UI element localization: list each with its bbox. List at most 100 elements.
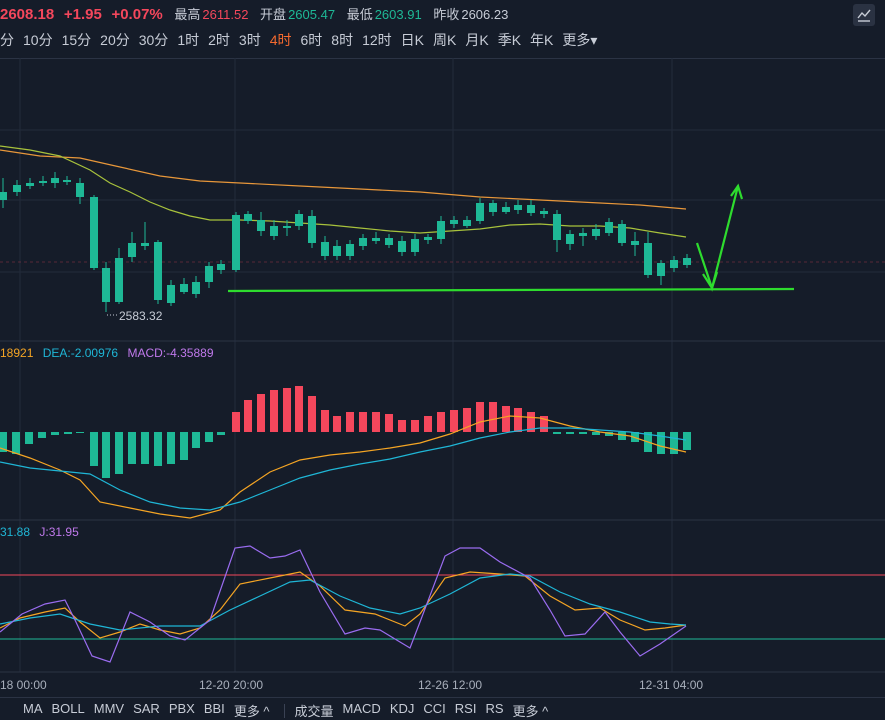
candle-body [0, 192, 7, 200]
period-tab[interactable]: 日K [400, 32, 425, 48]
macd-bar [553, 432, 561, 434]
macd-bar [51, 432, 59, 435]
period-tab[interactable]: 12时 [362, 32, 392, 48]
candle-body [618, 224, 626, 243]
period-tab[interactable]: 3时 [238, 32, 261, 48]
period-tab[interactable]: 4时 [269, 32, 292, 48]
indicator-tab[interactable]: SAR [133, 701, 160, 716]
macd-bar [476, 402, 484, 432]
indicator-tab[interactable]: 更多 ^ [233, 704, 270, 719]
candle-body [115, 258, 123, 302]
indicator-tab[interactable]: PBX [168, 701, 195, 716]
quote-summary: 2608.18 +1.95 +0.07% 最高 2611.52 开盘 2605.47… [0, 4, 508, 23]
low-label: 最低 [346, 7, 373, 22]
candle-body [527, 205, 535, 213]
macd-dea-line [0, 427, 687, 511]
indicator-tab[interactable]: MMV [93, 701, 125, 716]
candle-body [180, 284, 188, 292]
indicator-tab[interactable]: BOLL [51, 701, 85, 716]
candle-body [63, 180, 71, 182]
macd-dif-value: 18921 [0, 346, 34, 360]
indicator-tab[interactable]: MA [23, 701, 43, 716]
chart-settings-button[interactable] [853, 4, 875, 26]
indicator-tab[interactable]: BBI [203, 701, 225, 716]
period-tab[interactable]: 年K [530, 32, 554, 48]
macd-bar [359, 412, 367, 432]
macd-bar [670, 432, 678, 454]
candle-body [192, 282, 200, 294]
indicator-tab[interactable]: KDJ [389, 701, 415, 716]
macd-bar [631, 432, 639, 442]
x-axis-label: 12-26 12:00 [418, 678, 483, 692]
open-value: 2605.47 [288, 7, 336, 22]
macd-bar [346, 412, 354, 432]
macd-bar [128, 432, 136, 464]
period-tab[interactable]: 10分 [23, 32, 53, 48]
indicator-tab[interactable]: 更多 ^ [512, 704, 549, 719]
period-tab[interactable]: 30分 [138, 32, 169, 48]
candle-body [605, 222, 613, 233]
kdj-legend: 31.88 J:31.95 [0, 525, 79, 539]
period-tab[interactable]: 更多▾ [562, 32, 598, 48]
period-tab[interactable]: 2时 [208, 32, 230, 48]
period-tab[interactable]: 1时 [177, 32, 200, 48]
candle-body [51, 178, 59, 183]
candle-body [283, 226, 291, 228]
divider [0, 58, 885, 59]
macd-bar [605, 432, 613, 436]
candle-body [592, 229, 600, 236]
macd-bar [463, 408, 471, 432]
period-tab[interactable]: 周K [433, 32, 457, 48]
indicator-tab[interactable]: RSI [454, 701, 477, 716]
macd-bar [205, 432, 213, 442]
candle-body [205, 266, 213, 282]
period-tab[interactable]: 8时 [331, 32, 354, 48]
candles [0, 172, 691, 312]
macd-bar [0, 432, 7, 452]
candle-body [644, 243, 652, 275]
indicator-tab[interactable]: 成交量 [294, 704, 334, 719]
period-tab[interactable]: 月K [465, 32, 489, 48]
macd-bar [76, 432, 84, 433]
macd-bar [398, 420, 406, 432]
last-price: 2608.18 [0, 6, 55, 23]
macd-bar [321, 410, 329, 432]
indicator-tab[interactable]: CCI [423, 701, 446, 716]
prev-close-label: 昨收 [433, 7, 460, 22]
candle-body [217, 264, 225, 270]
macd-bar [540, 416, 548, 432]
support-line [227, 287, 795, 293]
quote-bar: 2608.18 +1.95 +0.07% 最高 2611.52 开盘 2605.47… [0, 0, 885, 28]
candle-body [540, 211, 548, 214]
low-value: 2603.91 [374, 7, 422, 22]
indicator-bar: MA BOLL MMV SAR PBX BBI 更多 ^ 成交量 MACD KDJ CCI RSI R… [0, 701, 885, 720]
candle-body [463, 220, 471, 226]
candle-body [333, 246, 341, 256]
candle-body [128, 243, 136, 257]
candle-body [553, 214, 561, 240]
candle-body [631, 241, 639, 245]
period-tab[interactable]: 分 [0, 32, 14, 48]
macd-bar [566, 432, 574, 434]
macd-bar [64, 432, 72, 434]
open-label: 开盘 [260, 7, 287, 22]
period-tab[interactable]: 6时 [300, 32, 323, 48]
period-tab[interactable]: 15分 [61, 32, 92, 48]
macd-bar [295, 386, 303, 432]
period-tab[interactable]: 季K [497, 32, 522, 48]
main-indicator-tabs: MA BOLL MMV SAR PBX BBI 更多 ^ [14, 701, 270, 720]
period-tab[interactable]: 20分 [100, 32, 130, 48]
macd-bar [232, 412, 240, 432]
candle-body [270, 226, 278, 236]
grid-vertical [19, 58, 673, 672]
macd-macd-value: MACD:-4.35889 [127, 346, 214, 360]
macd-bar [618, 432, 626, 440]
candle-body [502, 207, 510, 212]
macd-bar [141, 432, 149, 464]
candle-body [657, 263, 665, 276]
indicator-tab[interactable]: RS [485, 701, 504, 716]
candle-body [579, 233, 587, 236]
macd-bar [372, 412, 380, 432]
candle-body [141, 243, 149, 246]
indicator-tab[interactable]: MACD [342, 701, 381, 716]
